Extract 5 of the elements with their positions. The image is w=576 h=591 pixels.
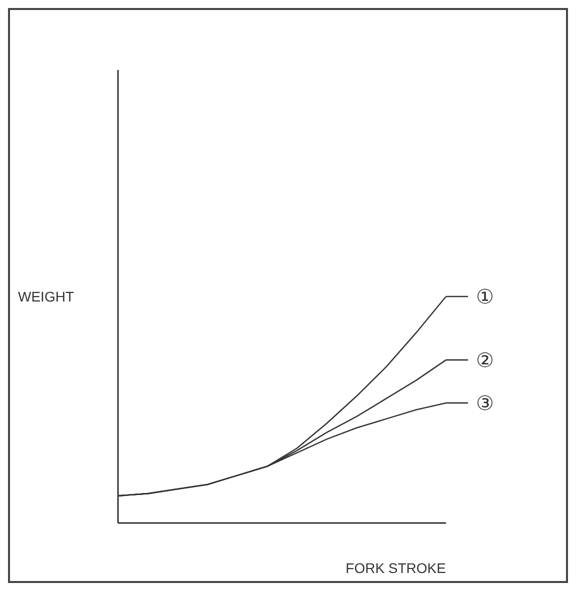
x-axis-title: FORK STROKE — [346, 560, 446, 576]
legend-label: ② — [476, 348, 494, 372]
y-axis-title: WEIGHT — [18, 288, 74, 304]
legend-label: ① — [476, 284, 494, 308]
legend-label: ③ — [476, 390, 494, 415]
